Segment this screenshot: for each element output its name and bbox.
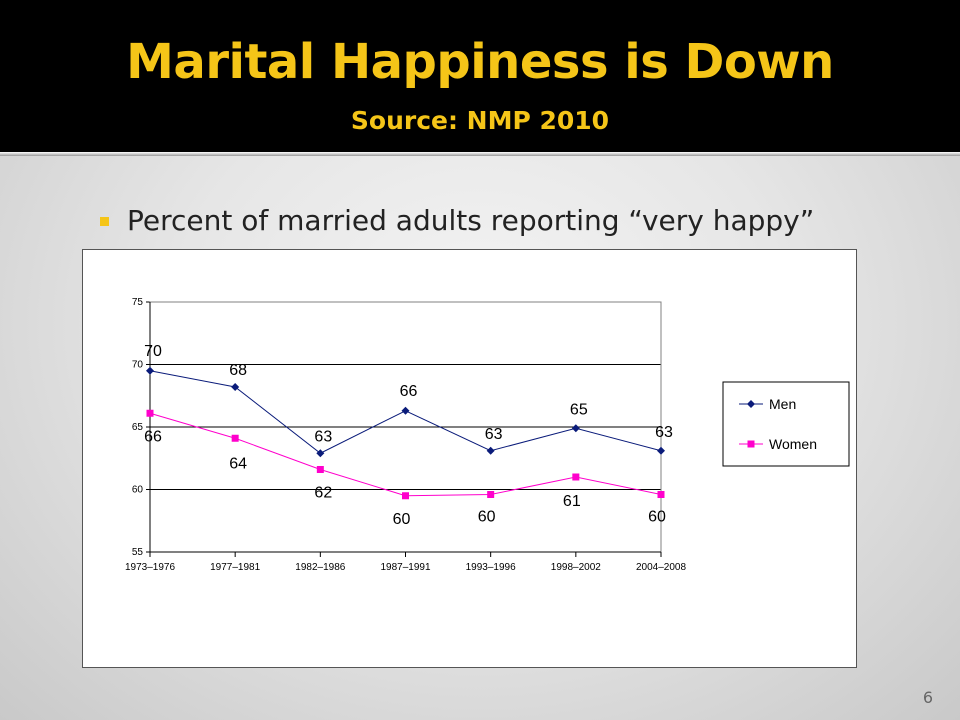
line-chart: 75 70 65 60 55 1973–1976 1977–1981 1982–1986 198…	[125, 297, 850, 573]
data-point-women	[402, 492, 409, 500]
data-label-women: 60	[478, 509, 496, 526]
series-line-women	[149, 412, 662, 497]
data-label-women: 62	[314, 485, 332, 502]
data-label-women: 61	[563, 493, 581, 510]
legend-label-women: Women	[769, 436, 817, 452]
data-label-women: 64	[229, 455, 247, 472]
data-point-men	[401, 406, 410, 415]
data-label-women: 66	[144, 428, 162, 445]
data-point-men	[316, 449, 325, 458]
data-point-women	[487, 491, 495, 498]
data-point-women	[316, 466, 324, 473]
x-tick-label: 1987–1991	[380, 562, 430, 573]
bullet-item: Percent of married adults reporting “ver…	[100, 198, 814, 242]
x-tick-label: 2004–2008	[636, 562, 686, 573]
data-point-men	[231, 383, 240, 391]
legend-marker-women	[747, 440, 755, 448]
data-label-men: 63	[314, 428, 332, 445]
slide-subtitle: Source: NMP 2010	[350, 106, 610, 135]
data-label-women: 60	[393, 511, 411, 528]
y-tick-label: 55	[132, 547, 144, 558]
x-tick-label: 1998–2002	[551, 562, 601, 573]
title-bar	[0, 0, 960, 152]
data-point-men	[657, 446, 665, 455]
data-point-men	[486, 446, 495, 455]
x-tick-label: 1973–1976	[125, 562, 175, 573]
data-point-men	[571, 424, 580, 433]
x-tick-label: 1982–1986	[295, 562, 345, 573]
slide-title: Marital Happiness is Down	[126, 34, 834, 90]
data-label-men: 66	[400, 383, 418, 400]
x-tick-label: 1977–1981	[210, 562, 260, 573]
data-point-women	[146, 409, 154, 417]
bullet-text: Percent of married adults reporting “ver…	[127, 203, 815, 237]
data-point-men	[146, 366, 154, 375]
data-label-women: 60	[648, 509, 666, 526]
data-label-men: 68	[229, 362, 247, 379]
data-label-men: 70	[144, 343, 162, 360]
y-tick-label: 65	[132, 422, 144, 433]
legend-marker-men	[747, 400, 755, 408]
title-separator	[0, 152, 960, 156]
data-label-men: 63	[655, 424, 673, 441]
data-point-women	[572, 473, 580, 481]
data-point-women	[231, 434, 239, 442]
data-label-men: 63	[485, 426, 503, 443]
data-point-women	[657, 491, 665, 498]
page-number: 6	[922, 688, 933, 707]
square-bullet-icon	[100, 216, 109, 226]
data-label-men: 65	[570, 401, 588, 418]
y-tick-label: 70	[132, 360, 144, 371]
x-tick-label: 1993–1996	[466, 562, 516, 573]
legend-label-men: Men	[769, 396, 796, 412]
y-tick-label: 75	[132, 297, 144, 308]
y-tick-label: 60	[132, 485, 144, 496]
chart-container: 75 70 65 60 55 1973–1976 1977–1981 1982–1986 198…	[82, 249, 857, 668]
legend	[722, 381, 850, 467]
